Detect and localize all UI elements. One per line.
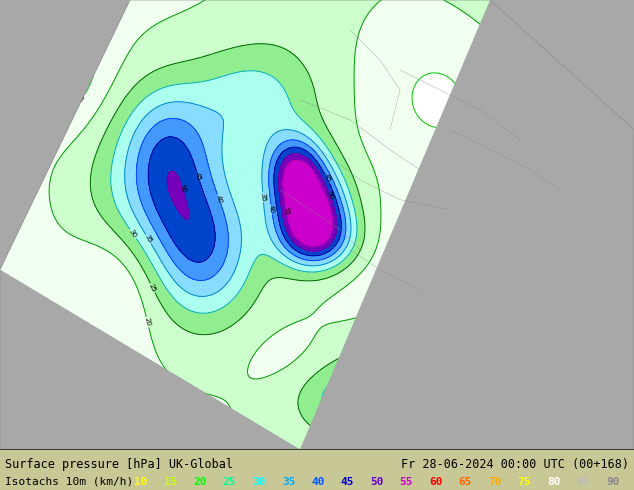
- Text: 50: 50: [370, 477, 384, 487]
- Text: 45: 45: [194, 172, 202, 181]
- Text: 20: 20: [193, 477, 207, 487]
- Text: 25: 25: [355, 344, 366, 353]
- Text: 15: 15: [77, 93, 87, 104]
- Text: 25: 25: [223, 477, 236, 487]
- Text: 35: 35: [143, 234, 153, 245]
- Text: Surface pressure [hPa] UK-Global: Surface pressure [hPa] UK-Global: [5, 458, 233, 471]
- Text: 25: 25: [148, 283, 157, 293]
- Text: 50: 50: [179, 184, 187, 194]
- Polygon shape: [0, 0, 130, 449]
- Text: 45: 45: [323, 173, 332, 184]
- Text: 30: 30: [128, 228, 138, 239]
- Text: 20: 20: [444, 312, 455, 320]
- Polygon shape: [300, 0, 634, 449]
- Text: 90: 90: [606, 477, 619, 487]
- Text: 50: 50: [325, 190, 334, 200]
- Text: 35: 35: [281, 477, 295, 487]
- Text: 80: 80: [547, 477, 560, 487]
- Text: 70: 70: [488, 477, 501, 487]
- Text: 85: 85: [576, 477, 590, 487]
- Text: 75: 75: [518, 477, 531, 487]
- Text: 40: 40: [311, 477, 325, 487]
- Text: Isotachs 10m (km/h): Isotachs 10m (km/h): [5, 477, 133, 487]
- Text: 20: 20: [143, 317, 152, 327]
- Polygon shape: [0, 270, 300, 449]
- Text: 30: 30: [252, 477, 266, 487]
- Text: 40: 40: [268, 204, 275, 214]
- Text: 10: 10: [134, 477, 148, 487]
- Text: 55: 55: [399, 477, 413, 487]
- Text: 45: 45: [341, 477, 354, 487]
- Text: 10: 10: [49, 71, 60, 81]
- Text: 35: 35: [260, 192, 266, 202]
- Text: 15: 15: [164, 477, 178, 487]
- Text: 30: 30: [374, 357, 385, 365]
- Text: 55: 55: [283, 206, 290, 216]
- Text: 15: 15: [453, 110, 463, 121]
- Text: 65: 65: [458, 477, 472, 487]
- Text: Fr 28-06-2024 00:00 UTC (00+168): Fr 28-06-2024 00:00 UTC (00+168): [401, 458, 629, 471]
- Text: 15: 15: [529, 301, 540, 311]
- Text: 40: 40: [215, 194, 223, 204]
- Polygon shape: [490, 0, 634, 130]
- Text: 60: 60: [429, 477, 443, 487]
